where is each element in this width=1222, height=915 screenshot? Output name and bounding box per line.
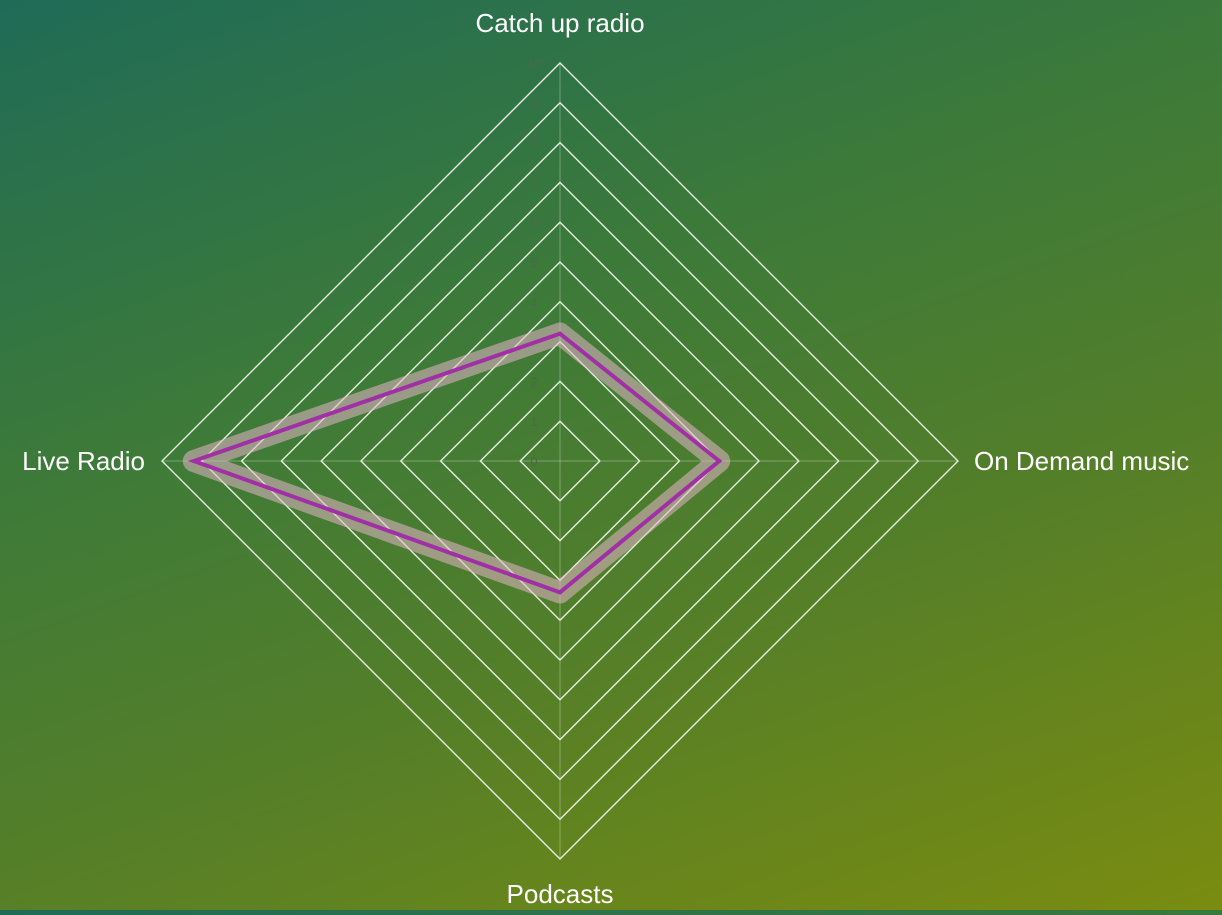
- tick-label-2: 2: [530, 374, 537, 389]
- grid-ring-1: [519, 420, 601, 502]
- category-label-on-demand-music: On Demand music: [974, 446, 1189, 476]
- radar-spokes: [162, 63, 958, 859]
- tick-label-8: 8: [530, 136, 537, 151]
- series-point-catch-up-radio: [558, 331, 562, 336]
- grid-ring-8: [240, 141, 880, 781]
- tick-label-0: 0: [530, 454, 537, 469]
- category-label-podcasts: Podcasts: [507, 879, 614, 909]
- radar-grid: [161, 62, 959, 860]
- series-point-podcasts: [558, 590, 562, 595]
- tick-label-7: 7: [530, 175, 537, 190]
- tick-label-4: 4: [530, 295, 537, 310]
- tick-label-10: 10: [527, 56, 541, 71]
- grid-ring-9: [200, 101, 920, 821]
- grid-ring-10: [161, 62, 959, 860]
- tick-label-5: 5: [530, 255, 537, 270]
- grid-ring-7: [280, 181, 840, 741]
- series-point-on-demand-music: [717, 459, 722, 463]
- tick-label-1: 1: [530, 414, 537, 429]
- grid-ring-5: [360, 261, 760, 661]
- tick-label-9: 9: [530, 96, 537, 111]
- category-label-live-radio: Live Radio: [22, 446, 145, 476]
- tick-label-6: 6: [530, 215, 537, 230]
- series-point-live-radio: [191, 459, 196, 463]
- radar-series: [182, 322, 731, 604]
- category-label-catch-up-radio: Catch up radio: [475, 8, 644, 38]
- category-labels: Catch up radio On Demand music Podcasts …: [22, 8, 1189, 909]
- grid-ring-2: [479, 380, 641, 542]
